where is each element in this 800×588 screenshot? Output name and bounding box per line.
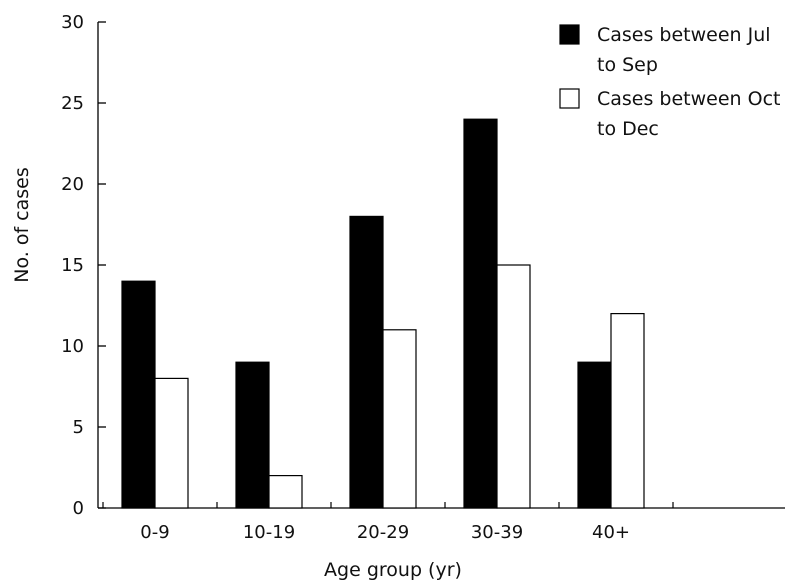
x-tick-label: 0-9 — [140, 522, 169, 543]
legend-label-oct-dec: to Dec — [597, 118, 659, 140]
y-tick-label: 0 — [73, 498, 84, 519]
legend-label-jul-sep: Cases between Jul — [597, 24, 771, 46]
y-tick-label: 15 — [61, 255, 84, 276]
legend: Cases between Jul to Sep Cases between Oct… — [559, 24, 781, 140]
x-axis-label: Age group (yr) — [324, 559, 462, 581]
x-tick-label: 10-19 — [243, 522, 295, 543]
y-tick-label: 10 — [61, 336, 84, 357]
y-axis-label: No. of cases — [11, 167, 33, 283]
bar-oct-dec-10-19 — [268, 475, 303, 509]
y-tick-label: 20 — [61, 174, 84, 195]
legend-label-oct-dec: Cases between Oct — [597, 88, 781, 110]
legend-swatch-jul-sep — [559, 24, 580, 45]
bar-oct-dec-40+ — [610, 313, 645, 509]
bar-jul-sep-30-39 — [463, 118, 498, 509]
x-tick-label: 20-29 — [357, 522, 409, 543]
bar-jul-sep-40+ — [577, 361, 612, 509]
y-axis: 0 5 10 15 20 25 30 — [61, 12, 106, 519]
bar-oct-dec-0-9 — [154, 377, 189, 509]
x-axis: 0-9 10-19 20-29 30-39 40+ — [98, 502, 785, 543]
legend-label-jul-sep: to Sep — [597, 54, 658, 76]
y-tick-label: 25 — [61, 93, 84, 114]
bar-oct-dec-30-39 — [496, 264, 531, 509]
bar-oct-dec-20-29 — [382, 329, 417, 509]
legend-swatch-oct-dec — [559, 88, 580, 109]
y-tick-label: 30 — [61, 12, 84, 33]
bar-jul-sep-10-19 — [235, 361, 270, 509]
bar-jul-sep-20-29 — [349, 215, 384, 509]
bar-jul-sep-0-9 — [121, 280, 156, 509]
x-tick-label: 40+ — [592, 522, 630, 543]
bars — [121, 118, 645, 509]
y-tick-label: 5 — [73, 417, 84, 438]
x-tick-label: 30-39 — [471, 522, 523, 543]
